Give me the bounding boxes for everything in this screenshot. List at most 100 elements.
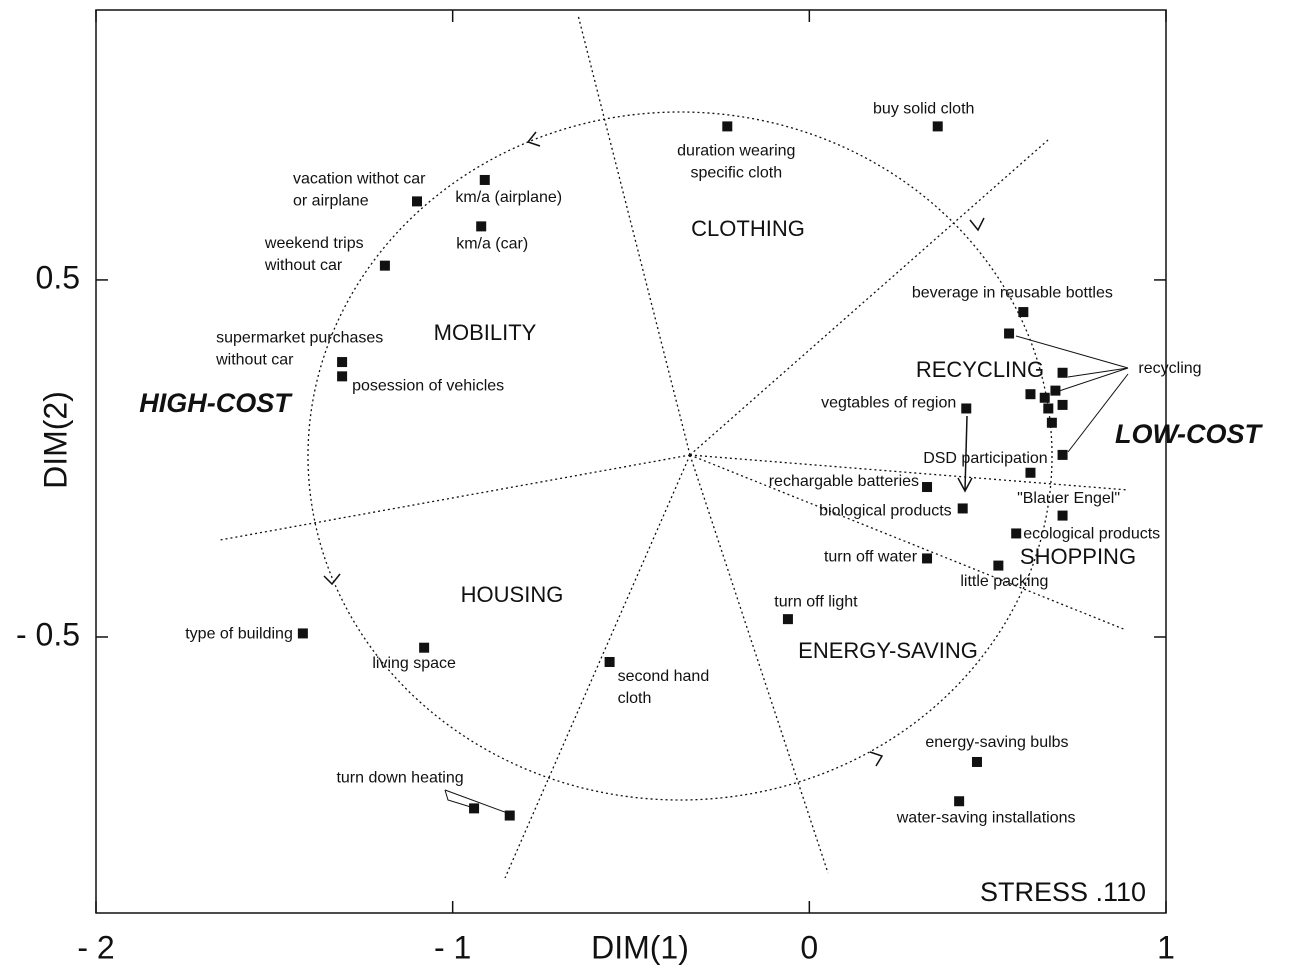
leader xyxy=(444,789,511,815)
circle xyxy=(307,111,1053,801)
point xyxy=(479,174,490,185)
point xyxy=(993,560,1004,571)
point xyxy=(412,196,422,207)
arrowhead xyxy=(969,217,985,232)
point-label: water-saving installations xyxy=(896,809,1076,826)
point xyxy=(957,503,968,514)
point-label: energy-saving bulbs xyxy=(925,734,1068,751)
divider xyxy=(577,14,691,456)
point xyxy=(1050,385,1061,396)
point-label: cloth xyxy=(618,690,652,707)
point xyxy=(954,796,965,807)
point-label: weekend trips xyxy=(264,235,364,252)
point-label: little packing xyxy=(960,573,1048,590)
point xyxy=(782,614,793,625)
point-label: biological products xyxy=(819,503,952,520)
leader xyxy=(1015,335,1129,369)
point xyxy=(297,628,308,639)
leader xyxy=(1067,373,1129,453)
arrowhead xyxy=(526,131,541,147)
y-axis-label: DIM(2) xyxy=(37,391,73,489)
leader-lines xyxy=(444,335,1129,815)
x-tick-label: - 1 xyxy=(434,929,471,965)
point xyxy=(722,121,733,132)
arrowhead xyxy=(869,751,884,767)
point xyxy=(1046,417,1057,428)
point xyxy=(1018,307,1029,318)
annotation: HIGH-COST xyxy=(139,388,293,418)
divider xyxy=(219,454,691,541)
point-label: second hand xyxy=(618,668,710,685)
y-tick-label: - 0.5 xyxy=(16,616,80,652)
point-label: specific cloth xyxy=(691,165,783,182)
annotation: STRESS .110 xyxy=(980,877,1146,907)
annotation: recycling xyxy=(1138,360,1201,377)
divider xyxy=(689,454,829,874)
point-label: supermarket purchases xyxy=(216,329,383,346)
point xyxy=(337,371,348,382)
point-label: turn off water xyxy=(824,549,918,566)
x-tick-label: 1 xyxy=(1157,929,1175,965)
arrow xyxy=(964,415,968,491)
arrowhead xyxy=(957,477,973,493)
point xyxy=(971,756,982,767)
point xyxy=(932,121,943,132)
annotation: SHOPPING xyxy=(1020,544,1136,569)
annotation: ENERGY-SAVING xyxy=(798,638,978,663)
point xyxy=(1004,328,1015,339)
x-axis-label: DIM(1) xyxy=(591,929,689,965)
x-tick-label: 0 xyxy=(800,929,818,965)
point-label: turn off light xyxy=(774,593,858,610)
point-label: km/a (car) xyxy=(456,236,528,253)
region-lines xyxy=(219,14,1129,879)
point xyxy=(1039,392,1050,403)
divider xyxy=(504,454,691,879)
point xyxy=(961,403,972,414)
point xyxy=(1057,399,1068,410)
leader xyxy=(1067,367,1129,378)
point-label: living space xyxy=(372,655,456,672)
point xyxy=(1057,510,1068,521)
point xyxy=(922,553,933,564)
x-tick-label: - 2 xyxy=(77,929,114,965)
point xyxy=(1025,389,1036,400)
point xyxy=(504,810,515,821)
point-label: buy solid cloth xyxy=(873,101,974,118)
point-label: without car xyxy=(264,257,343,274)
point-label: duration wearing xyxy=(677,143,795,160)
point-label: vacation withot car xyxy=(293,171,426,188)
point xyxy=(922,482,933,493)
point-label: beverage in reusable bottles xyxy=(912,284,1113,301)
annotation: RECYCLING xyxy=(916,357,1044,382)
point xyxy=(469,803,480,814)
point xyxy=(419,642,430,653)
y-tick-label: 0.5 xyxy=(36,259,80,295)
point-label: ecological products xyxy=(1023,526,1160,543)
point-label: vegtables of region xyxy=(821,395,956,412)
point xyxy=(1057,367,1068,378)
leader xyxy=(1058,367,1129,392)
annotation: HOUSING xyxy=(461,582,564,607)
point xyxy=(1057,449,1068,460)
circle-arrows xyxy=(323,131,985,767)
point xyxy=(379,260,390,271)
point-label: rechargable batteries xyxy=(769,473,919,490)
divider xyxy=(689,454,1127,631)
point-label: type of building xyxy=(185,626,293,643)
arrowhead xyxy=(323,573,341,586)
point xyxy=(476,221,487,232)
plot-frame xyxy=(95,9,1167,914)
point xyxy=(604,656,615,667)
point-label: "Blauer Engel" xyxy=(1017,490,1120,507)
point-label: or airplane xyxy=(293,193,369,210)
point-label: DSD participation xyxy=(923,450,1048,467)
point-label: turn down heating xyxy=(336,770,463,787)
divider xyxy=(689,454,1129,491)
point xyxy=(1011,528,1022,539)
point-label: km/a (airplane) xyxy=(455,189,562,206)
point xyxy=(1043,403,1054,414)
point-label: posession of vehicles xyxy=(352,378,504,395)
point-label: without car xyxy=(215,351,294,368)
point xyxy=(337,357,348,368)
